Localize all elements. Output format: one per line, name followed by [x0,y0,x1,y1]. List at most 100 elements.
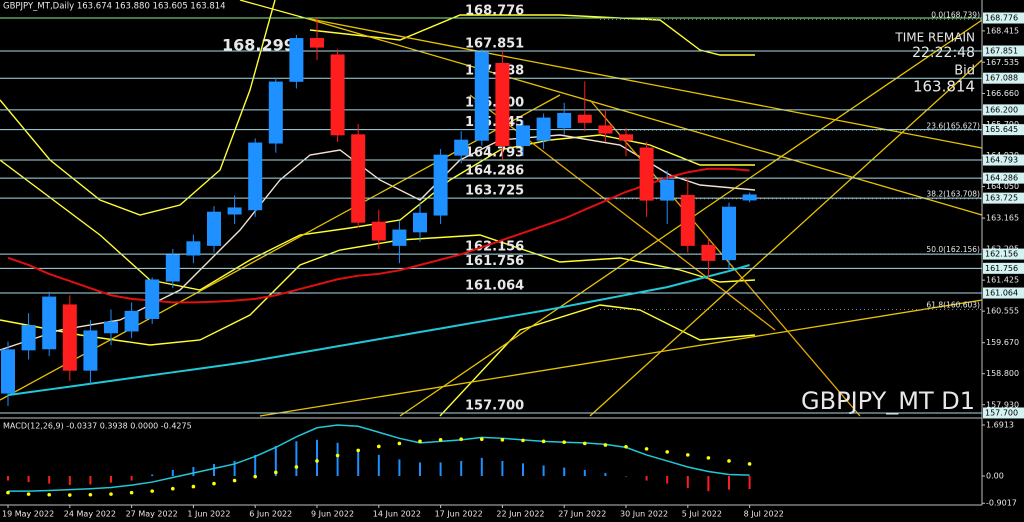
macd-signal-dot [191,484,196,489]
macd-signal-dot [562,440,566,445]
macd-signal-dot [232,478,237,483]
macd-signal-dot [644,447,649,451]
band-line [0,134,755,291]
level-tag [983,248,1024,260]
candle-body [351,134,366,223]
macd-bar [542,465,545,477]
macd-signal-dot [459,437,464,442]
macd-tick-label: 0.00 [986,472,1004,481]
y-tick-label: 166.660 [986,89,1019,98]
level-tag [983,192,1024,204]
level-label: 162.156 [465,240,524,255]
x-tick-label: 27 May 2022 [126,510,178,519]
candle-body [165,254,180,282]
x-tick-label: 24 May 2022 [64,510,116,519]
macd-signal-dot [480,437,484,442]
candle-body [557,112,572,129]
time-remaining: 22:22:48 [912,45,975,61]
level-tag-label: 165.645 [985,125,1018,134]
level-label: 157.700 [465,398,524,413]
level-tag [983,172,1024,184]
macd-signal-dot [6,490,10,495]
band-line [309,14,755,56]
macd-tick-label: 1.6913 [986,420,1014,429]
macd-signal-dot [294,465,299,469]
candle-body [42,296,57,350]
macd-signal-dot [47,492,51,497]
x-tick-label: 19 May 2022 [2,510,54,519]
macd-bar [357,448,360,477]
candle-body [310,38,324,48]
level-tag-label: 162.156 [985,250,1018,259]
y-tick-label: 157.930 [986,400,1019,409]
macd-bar [419,462,421,477]
chart-header: GBPJPY_MT,Daily 163.674 163.880 163.605 … [3,2,226,12]
macd-signal-dot [686,453,690,457]
level-tag [983,262,1024,274]
macd-signal-dot [88,492,93,497]
macd-signal-dot [665,450,669,454]
level-tag-label: 167.088 [985,74,1018,83]
candle-body [1,349,15,394]
candle-body [289,38,304,82]
macd-bar [48,476,51,484]
macd-signal-dot [377,444,381,449]
level-label: 164.286 [465,164,524,179]
candle-body [454,139,469,156]
candle-body [62,304,77,371]
candle-body [392,229,407,246]
ma-line [7,264,750,397]
candle-body [268,81,283,144]
macd-bar [398,459,401,477]
level-tag [983,12,1024,24]
candle-body [104,321,118,334]
x-tick-label: 27 Jun 2022 [558,510,606,519]
macd-bar [460,460,463,477]
candle-body [433,154,448,216]
candle-body [227,207,242,215]
fib-label: 61.8(160.603) [926,300,980,309]
band-line [439,304,756,417]
macd-bar [563,467,566,477]
macd-bar [192,466,195,477]
macd-bar [151,474,154,477]
level-label: 168.776 [465,4,524,19]
macd-signal-dot [253,474,257,479]
x-tick-label: 17 Jun 2022 [435,510,483,519]
macd-bar [89,476,92,485]
macd-signal-dot [335,453,340,458]
ma-line [7,167,750,304]
level-label: 167.851 [465,36,524,51]
level-tag-label: 167.851 [985,46,1018,55]
macd-bar [748,476,751,490]
level-tag [983,104,1024,116]
candle-body [536,117,551,141]
macd-signal-dot [26,492,31,496]
candle-body [413,212,427,233]
trend-line [304,17,983,149]
candle-body [701,244,716,261]
level-tag [983,45,1024,57]
macd-signal-dot [747,462,752,466]
y-tick-label: 160.555 [986,307,1019,316]
macd-bar [213,463,215,477]
macd-bar [336,442,339,477]
candle-body [124,310,139,332]
trend-line [259,299,983,417]
y-tick-label: 168.415 [986,26,1019,35]
bid-label: Bid [954,64,975,79]
macd-signal-dot [129,490,134,495]
macd-signal-dot [521,438,525,443]
candle-body [577,114,592,123]
macd-signal-dot [541,439,546,444]
candle-body [660,179,675,201]
y-tick-label: 161.425 [986,276,1019,285]
level-label: 163.725 [465,184,524,199]
candle-body [722,206,736,261]
macd-signal-dot [418,439,422,444]
macd-signal-dot [624,444,628,449]
level-tag-label: 164.793 [985,156,1018,165]
candle-body [21,325,36,351]
candle-body [371,221,386,241]
